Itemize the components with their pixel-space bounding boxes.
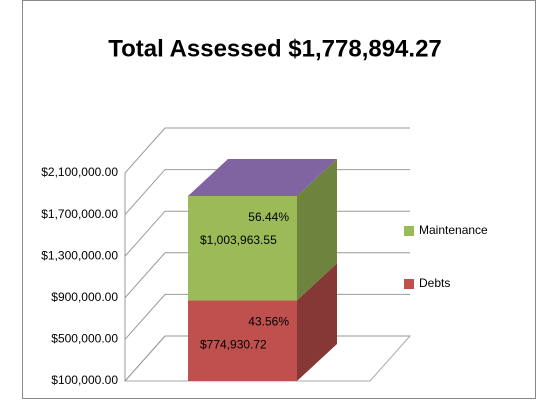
- bar-side: [297, 263, 337, 381]
- legend-label: Maintenance: [419, 223, 488, 237]
- value-label: $1,003,963.55: [200, 233, 277, 247]
- grid-line: [124, 127, 410, 174]
- legend-swatch: [404, 279, 414, 289]
- legend-label: Debts: [419, 276, 450, 290]
- bar-front: [188, 195, 297, 301]
- bar-top: [188, 158, 337, 196]
- legend-swatch: [404, 226, 414, 236]
- bar-side: [297, 158, 337, 301]
- y-tick-label: $100,000.00: [51, 373, 118, 387]
- bar-front: [188, 300, 297, 381]
- value-label: $774,930.72: [200, 338, 267, 352]
- y-tick-label: $1,300,000.00: [41, 248, 118, 262]
- y-tick-label: $500,000.00: [51, 332, 118, 346]
- y-tick-label: $2,100,000.00: [41, 165, 118, 179]
- y-tick-label: $900,000.00: [51, 290, 118, 304]
- y-tick-label: $1,700,000.00: [41, 207, 118, 221]
- share-label: 43.56%: [248, 315, 289, 329]
- share-label: 56.44%: [248, 210, 289, 224]
- chart-title: Total Assessed $1,778,894.27: [108, 35, 442, 62]
